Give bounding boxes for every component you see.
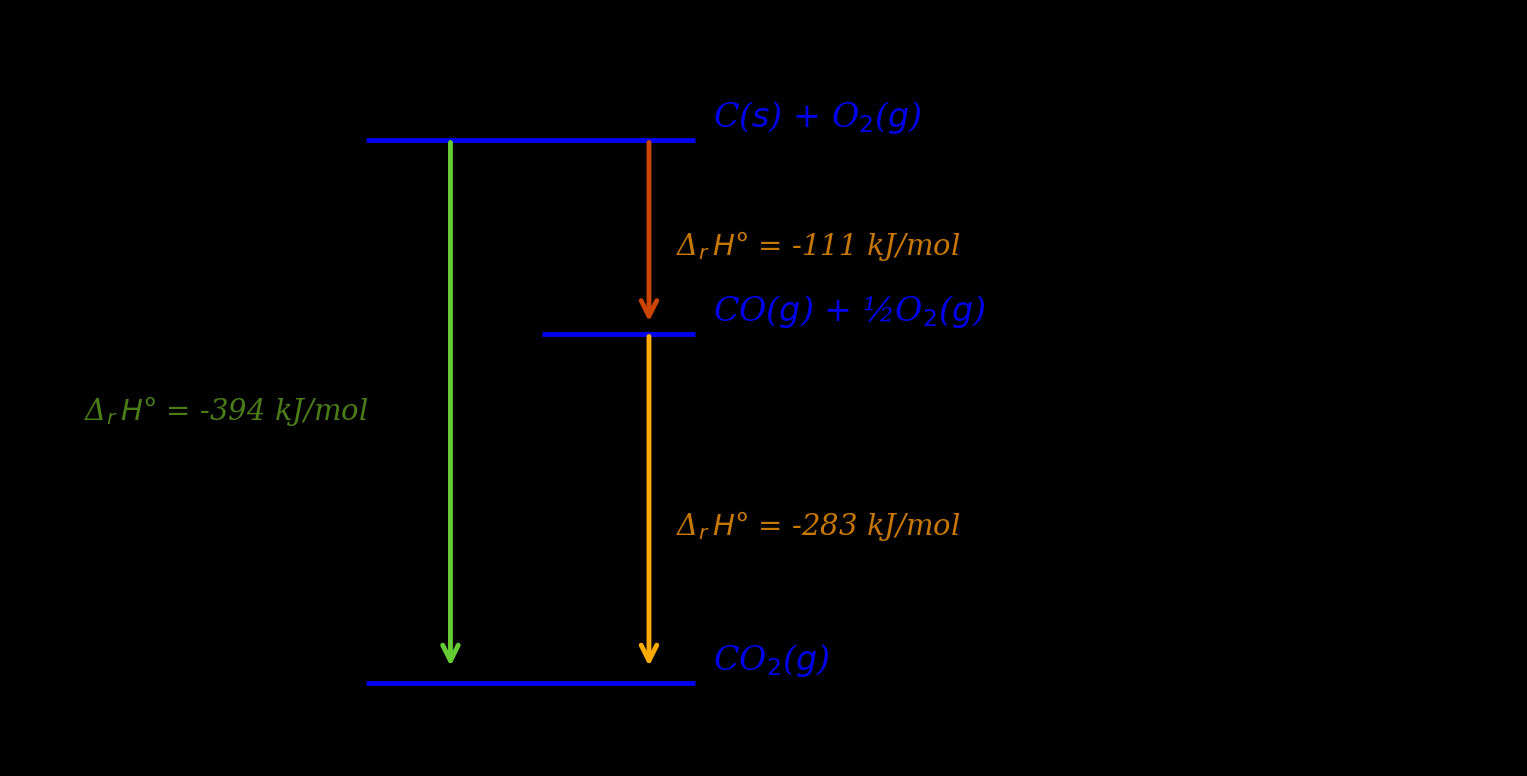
- Text: CO($g$) + ½O$_2$($g$): CO($g$) + ½O$_2$($g$): [713, 293, 986, 330]
- Text: Δ$_r\/$$H$° = -283 kJ/mol: Δ$_r\/$$H$° = -283 kJ/mol: [676, 509, 960, 542]
- Text: Δ$_r\/$$H$° = -394 kJ/mol: Δ$_r\/$$H$° = -394 kJ/mol: [84, 394, 368, 428]
- Text: CO$_2$($g$): CO$_2$($g$): [713, 642, 829, 679]
- Text: Δ$_r\/$$H$° = -111 kJ/mol: Δ$_r\/$$H$° = -111 kJ/mol: [676, 230, 960, 263]
- Text: C($s$) + O$_2$($g$): C($s$) + O$_2$($g$): [713, 99, 922, 136]
